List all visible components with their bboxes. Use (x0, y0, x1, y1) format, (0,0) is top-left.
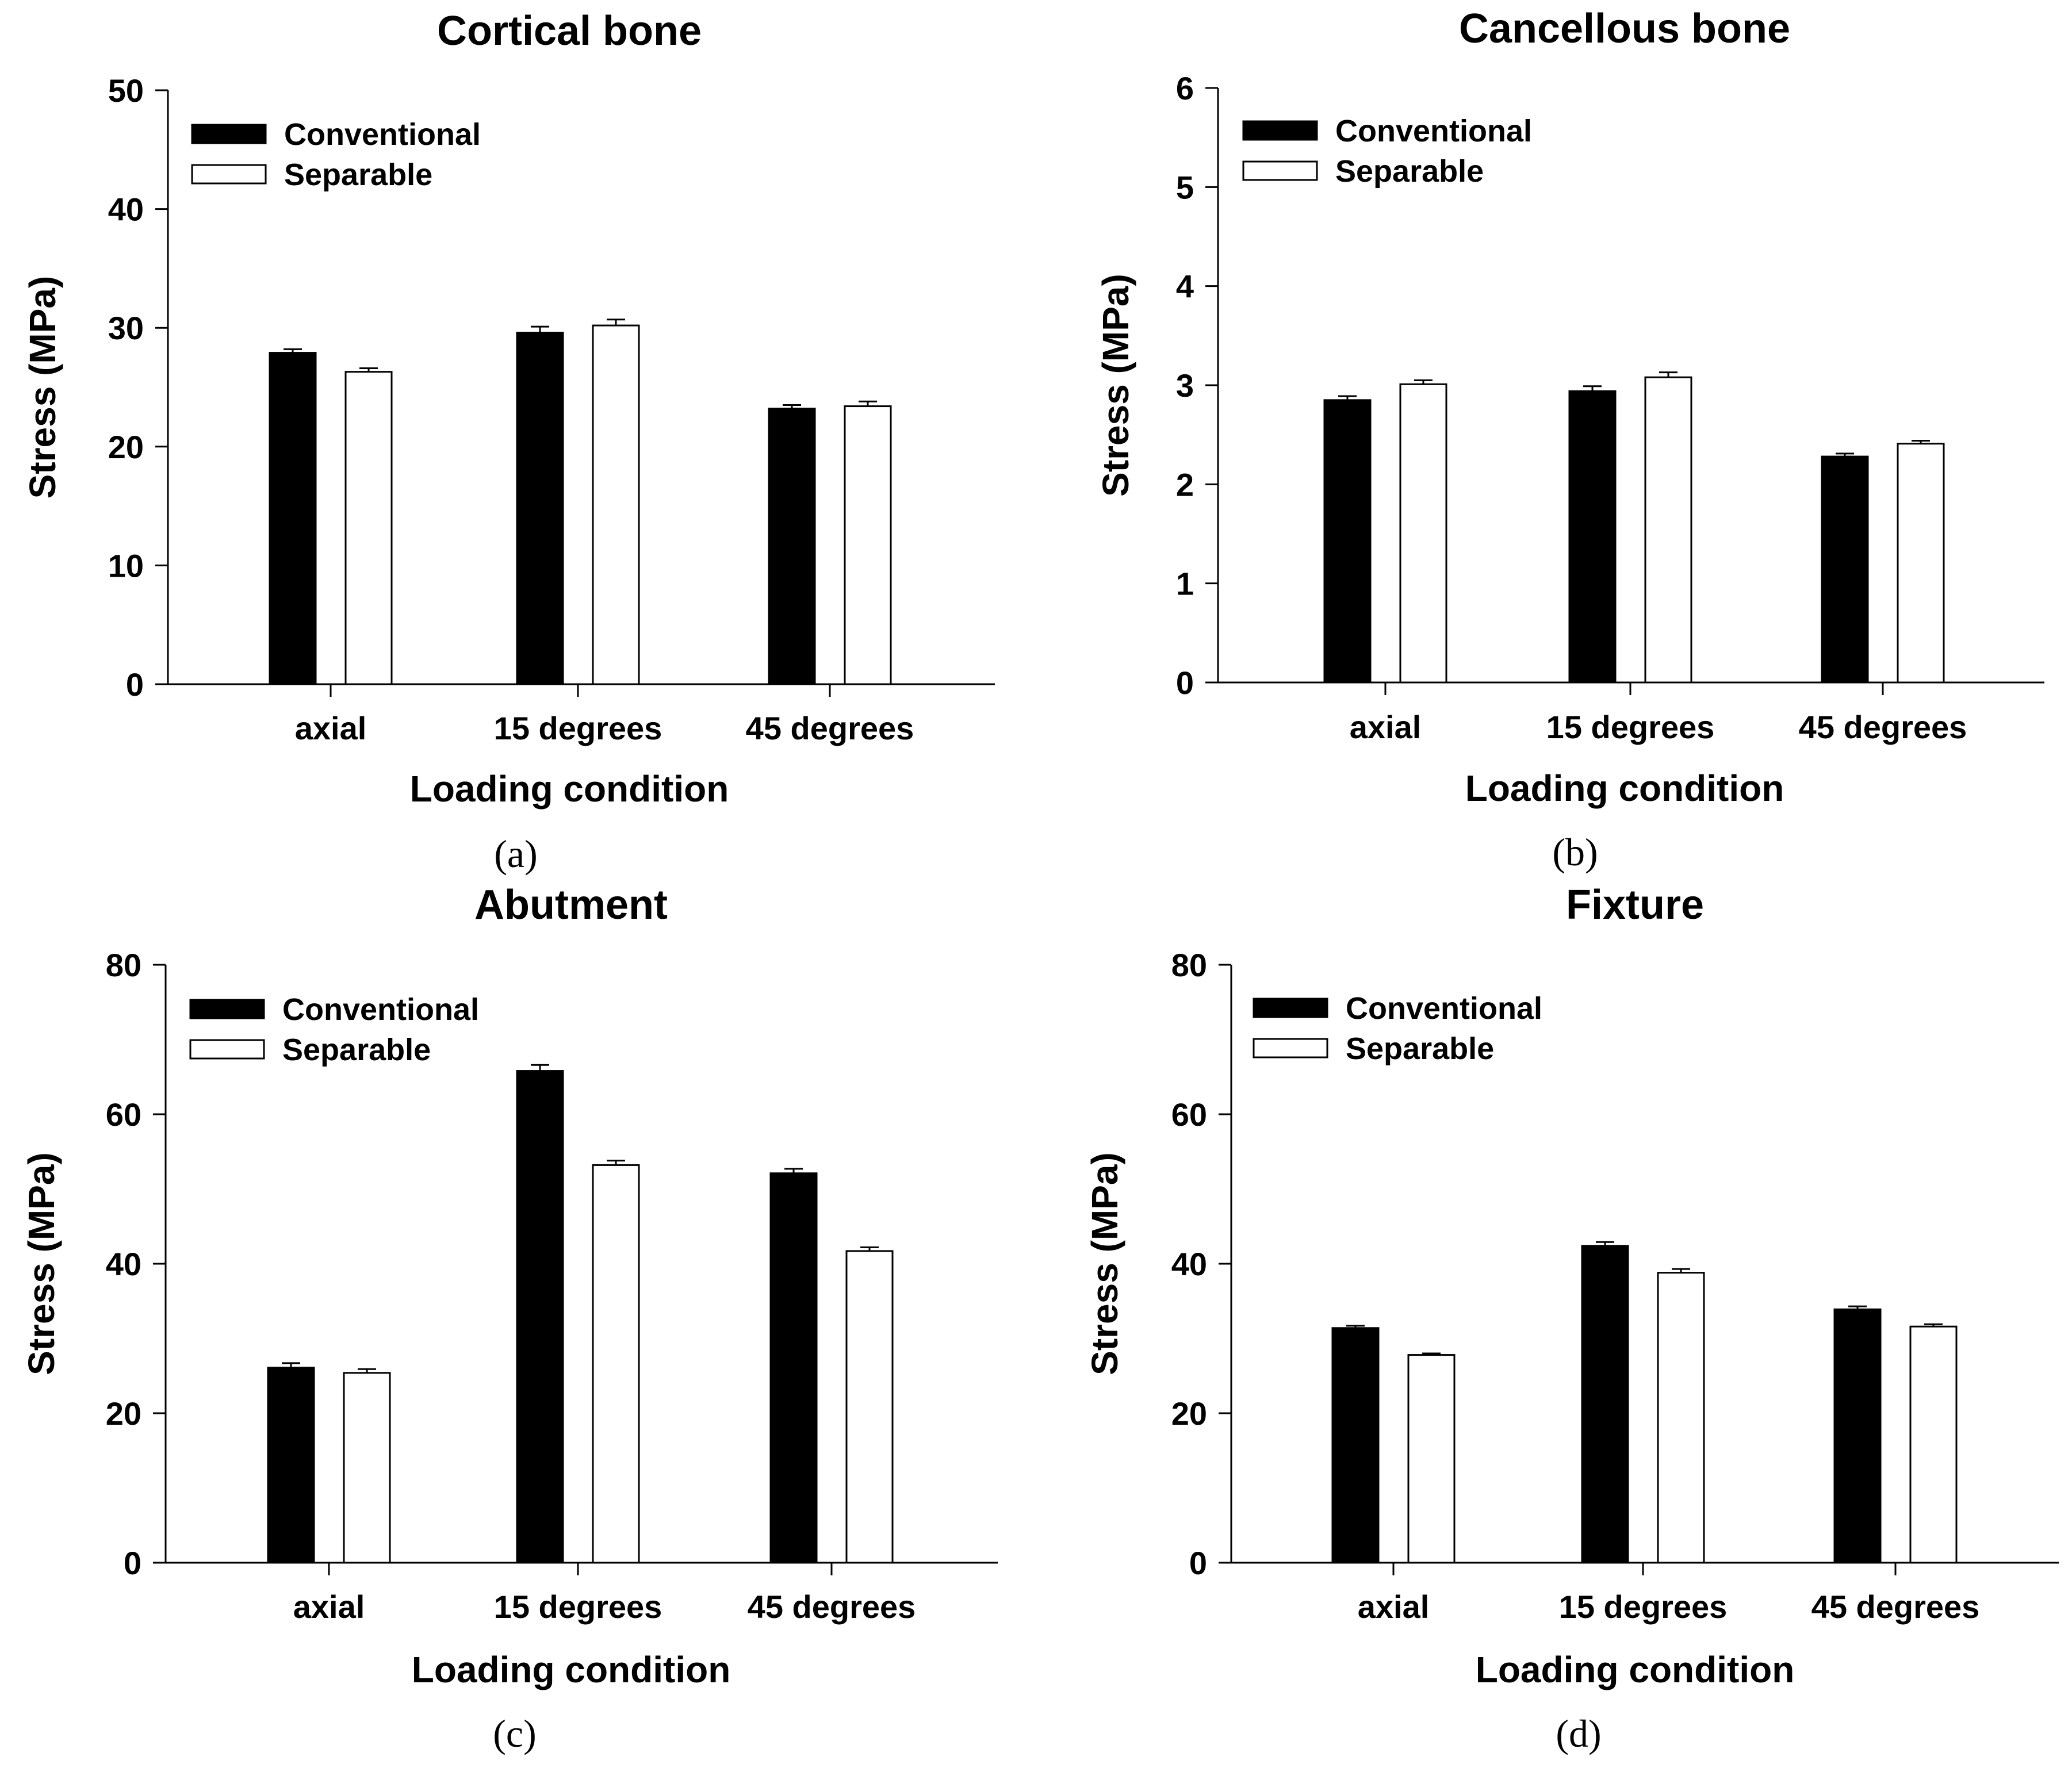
bar-conventional (1581, 1245, 1629, 1564)
y-tick-label: 20 (106, 1395, 141, 1432)
x-tick-label: 45 degrees (1811, 1589, 1980, 1625)
chart-title: Cancellous bone (1459, 6, 1790, 52)
chart-panel-d: Fixture 0 20 40 60 80 axial 15 degrees 45 degree… (1084, 882, 2059, 1755)
y-tick-label: 2 (1176, 466, 1194, 503)
x-tick-label: 15 degrees (494, 1589, 662, 1625)
chart-title: Abutment (474, 882, 668, 928)
y-tick-label: 3 (1176, 367, 1194, 404)
y-axis-label: Stress (MPa) (22, 276, 63, 499)
legend-swatch-conventional (191, 124, 267, 144)
bar-conventional (1568, 390, 1617, 684)
chart-title: Fixture (1566, 882, 1704, 928)
y-axis-label: Stress (MPa) (21, 1152, 62, 1375)
panel-caption: (b) (1552, 830, 1598, 874)
chart-panel-b: Cancellous bone 0 1 2 3 4 5 6 axial 15 degrees 45 … (1095, 6, 2044, 874)
panel-caption: (d) (1556, 1712, 1601, 1755)
y-axis-label: Stress (MPa) (1095, 274, 1136, 497)
bar-separable (845, 1250, 894, 1564)
bar-conventional (516, 1070, 564, 1564)
bar-conventional (769, 1172, 818, 1564)
bar-separable (344, 371, 393, 685)
x-tick-label: 15 degrees (1559, 1589, 1728, 1625)
x-tick-label: axial (295, 710, 367, 746)
y-tick-label: 0 (1176, 665, 1194, 701)
x-tick-label: 45 degrees (746, 710, 914, 746)
legend-label: Separable (1335, 154, 1484, 189)
y-tick-label: 1 (1176, 566, 1194, 602)
y-tick-label: 10 (108, 547, 144, 584)
bar-conventional (269, 352, 317, 685)
legend-label: Conventional (284, 117, 481, 152)
y-tick-label: 60 (106, 1096, 141, 1133)
bar-separable (1897, 443, 1945, 684)
y-tick-label: 0 (126, 666, 144, 703)
x-axis-label: Loading condition (1476, 1649, 1795, 1690)
x-axis-label: Loading condition (410, 768, 729, 810)
legend-swatch-conventional (1242, 120, 1318, 141)
bar-separable (1407, 1354, 1456, 1564)
x-axis-label: Loading condition (1465, 768, 1784, 809)
y-tick-label: 80 (1171, 947, 1207, 983)
bar-separable (592, 1164, 640, 1564)
x-tick-label: 15 degrees (494, 710, 662, 746)
x-tick-label: axial (1350, 709, 1422, 745)
bar-separable (1909, 1325, 1958, 1564)
legend-label: Conventional (1335, 114, 1532, 148)
legend-swatch-conventional (1253, 998, 1328, 1018)
y-tick-label: 20 (1171, 1395, 1207, 1432)
y-tick-label: 5 (1176, 169, 1194, 205)
chart-title: Cortical bone (437, 8, 702, 54)
y-tick-label: 40 (106, 1246, 141, 1282)
y-tick-label: 6 (1176, 70, 1194, 106)
legend-swatch-separable (189, 1039, 265, 1060)
legend-label: Conventional (282, 992, 479, 1027)
panel-caption: (a) (494, 832, 537, 876)
legend-swatch-separable (1242, 160, 1318, 181)
y-tick-label: 30 (108, 310, 144, 346)
bar-separable (1644, 376, 1692, 684)
y-tick-label: 40 (108, 191, 144, 228)
y-tick-label: 20 (108, 429, 144, 465)
legend-label: Conventional (1346, 991, 1542, 1026)
legend-swatch-separable (191, 164, 267, 185)
bar-conventional (1331, 1327, 1380, 1564)
bar-separable (343, 1372, 391, 1564)
y-tick-label: 0 (124, 1545, 141, 1581)
y-tick-label: 40 (1171, 1246, 1207, 1282)
bar-separable (1657, 1272, 1705, 1564)
x-tick-label: axial (293, 1589, 365, 1625)
x-axis-label: Loading condition (412, 1649, 731, 1690)
bar-separable (592, 324, 640, 685)
y-tick-label: 50 (108, 72, 144, 109)
y-tick-label: 80 (106, 947, 141, 983)
y-axis-label: Stress (MPa) (1084, 1152, 1125, 1375)
bar-conventional (768, 408, 816, 685)
legend-swatch-separable (1253, 1038, 1328, 1058)
bar-separable (1399, 383, 1447, 684)
legend-label: Separable (284, 158, 432, 192)
bar-conventional (516, 331, 564, 685)
bar-conventional (1833, 1308, 1882, 1564)
panel-caption: (c) (493, 1712, 536, 1755)
bar-conventional (1323, 399, 1372, 684)
bar-conventional (267, 1367, 315, 1564)
bar-conventional (1821, 455, 1869, 684)
y-tick-label: 60 (1171, 1096, 1207, 1133)
chart-panel-c: Abutment 0 20 40 60 80 axial 15 degrees 45 degre… (21, 882, 998, 1755)
x-tick-label: 45 degrees (748, 1589, 916, 1625)
legend-label: Separable (282, 1033, 431, 1067)
x-tick-label: axial (1358, 1589, 1430, 1625)
bar-separable (844, 405, 892, 685)
legend-swatch-conventional (189, 999, 265, 1019)
y-tick-label: 4 (1176, 269, 1194, 305)
chart-panel-a: Cortical bone 0 10 20 30 40 50 axial 15 degrees 4… (22, 8, 995, 876)
x-tick-label: 15 degrees (1546, 709, 1715, 745)
y-tick-label: 0 (1189, 1545, 1207, 1581)
x-tick-label: 45 degrees (1799, 709, 1967, 745)
legend-label: Separable (1346, 1031, 1494, 1066)
